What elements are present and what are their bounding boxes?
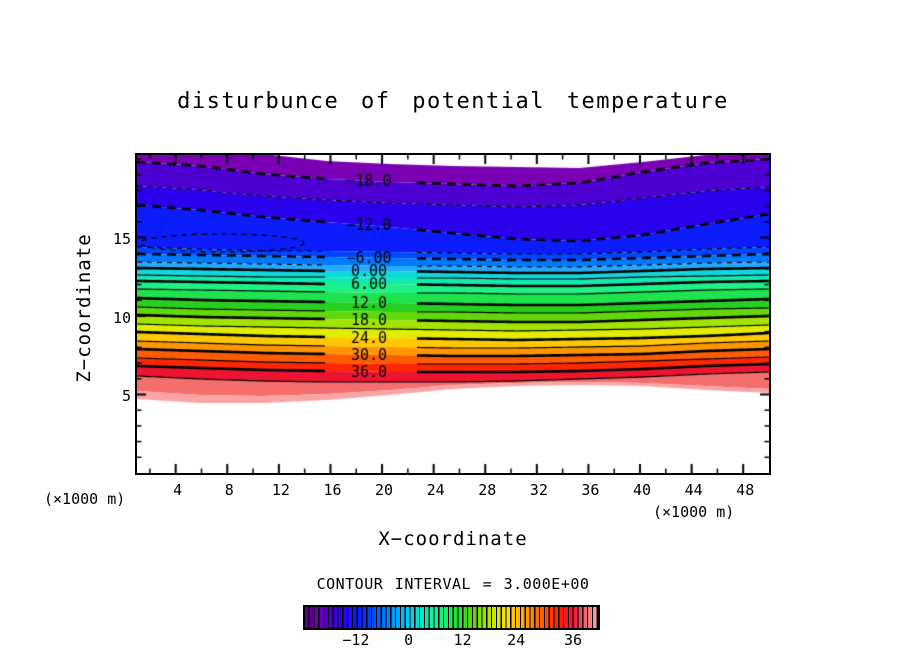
colorbar-label-0: 0 — [404, 631, 414, 649]
y-tick-label-10: 10 — [112, 308, 131, 327]
x-tick-label-32: 32 — [529, 481, 548, 499]
colorbar-label-36: 36 — [564, 631, 583, 649]
chart-title: disturbunce of potential temperature — [177, 89, 729, 114]
contour-plot-canvas — [137, 155, 769, 473]
x-tick-label-8: 8 — [224, 481, 234, 499]
x-tick-label-4: 4 — [173, 481, 183, 499]
x-tick-label-40: 40 — [632, 481, 652, 499]
colorbar-segment-dividers — [305, 607, 598, 628]
x-tick-label-20: 20 — [375, 481, 394, 499]
y-tick-label-5: 5 — [121, 387, 131, 406]
x-tick-label-16: 16 — [323, 481, 342, 499]
x-axis-unit-left: (×1000 m) — [44, 490, 126, 508]
y-axis-title: Z−coordinate — [73, 233, 95, 383]
x-axis-title: X−coordinate — [378, 528, 528, 550]
x-tick-label-24: 24 — [426, 481, 445, 499]
y-tick-label-15: 15 — [112, 230, 131, 249]
colorbar: −12 0 12 24 36 — [303, 605, 600, 649]
colorbar-label-12: 12 — [453, 631, 472, 649]
colorbar-caption: CONTOUR INTERVAL = 3.000E+00 — [316, 575, 590, 593]
x-tick-label-28: 28 — [478, 481, 497, 499]
colorbar-label--12: −12 — [342, 631, 370, 649]
x-tick-label-44: 44 — [684, 481, 703, 499]
colorbar-label-24: 24 — [507, 631, 526, 649]
x-tick-label-36: 36 — [581, 481, 600, 499]
x-tick-label-48: 48 — [736, 481, 755, 499]
x-tick-label-12: 12 — [271, 481, 290, 499]
x-axis-unit-right: (×1000 m) — [653, 503, 735, 521]
contour-plot-area: 4 8 12 16 20 24 28 32 36 40 44 48 5 10 15 — [113, 153, 771, 499]
